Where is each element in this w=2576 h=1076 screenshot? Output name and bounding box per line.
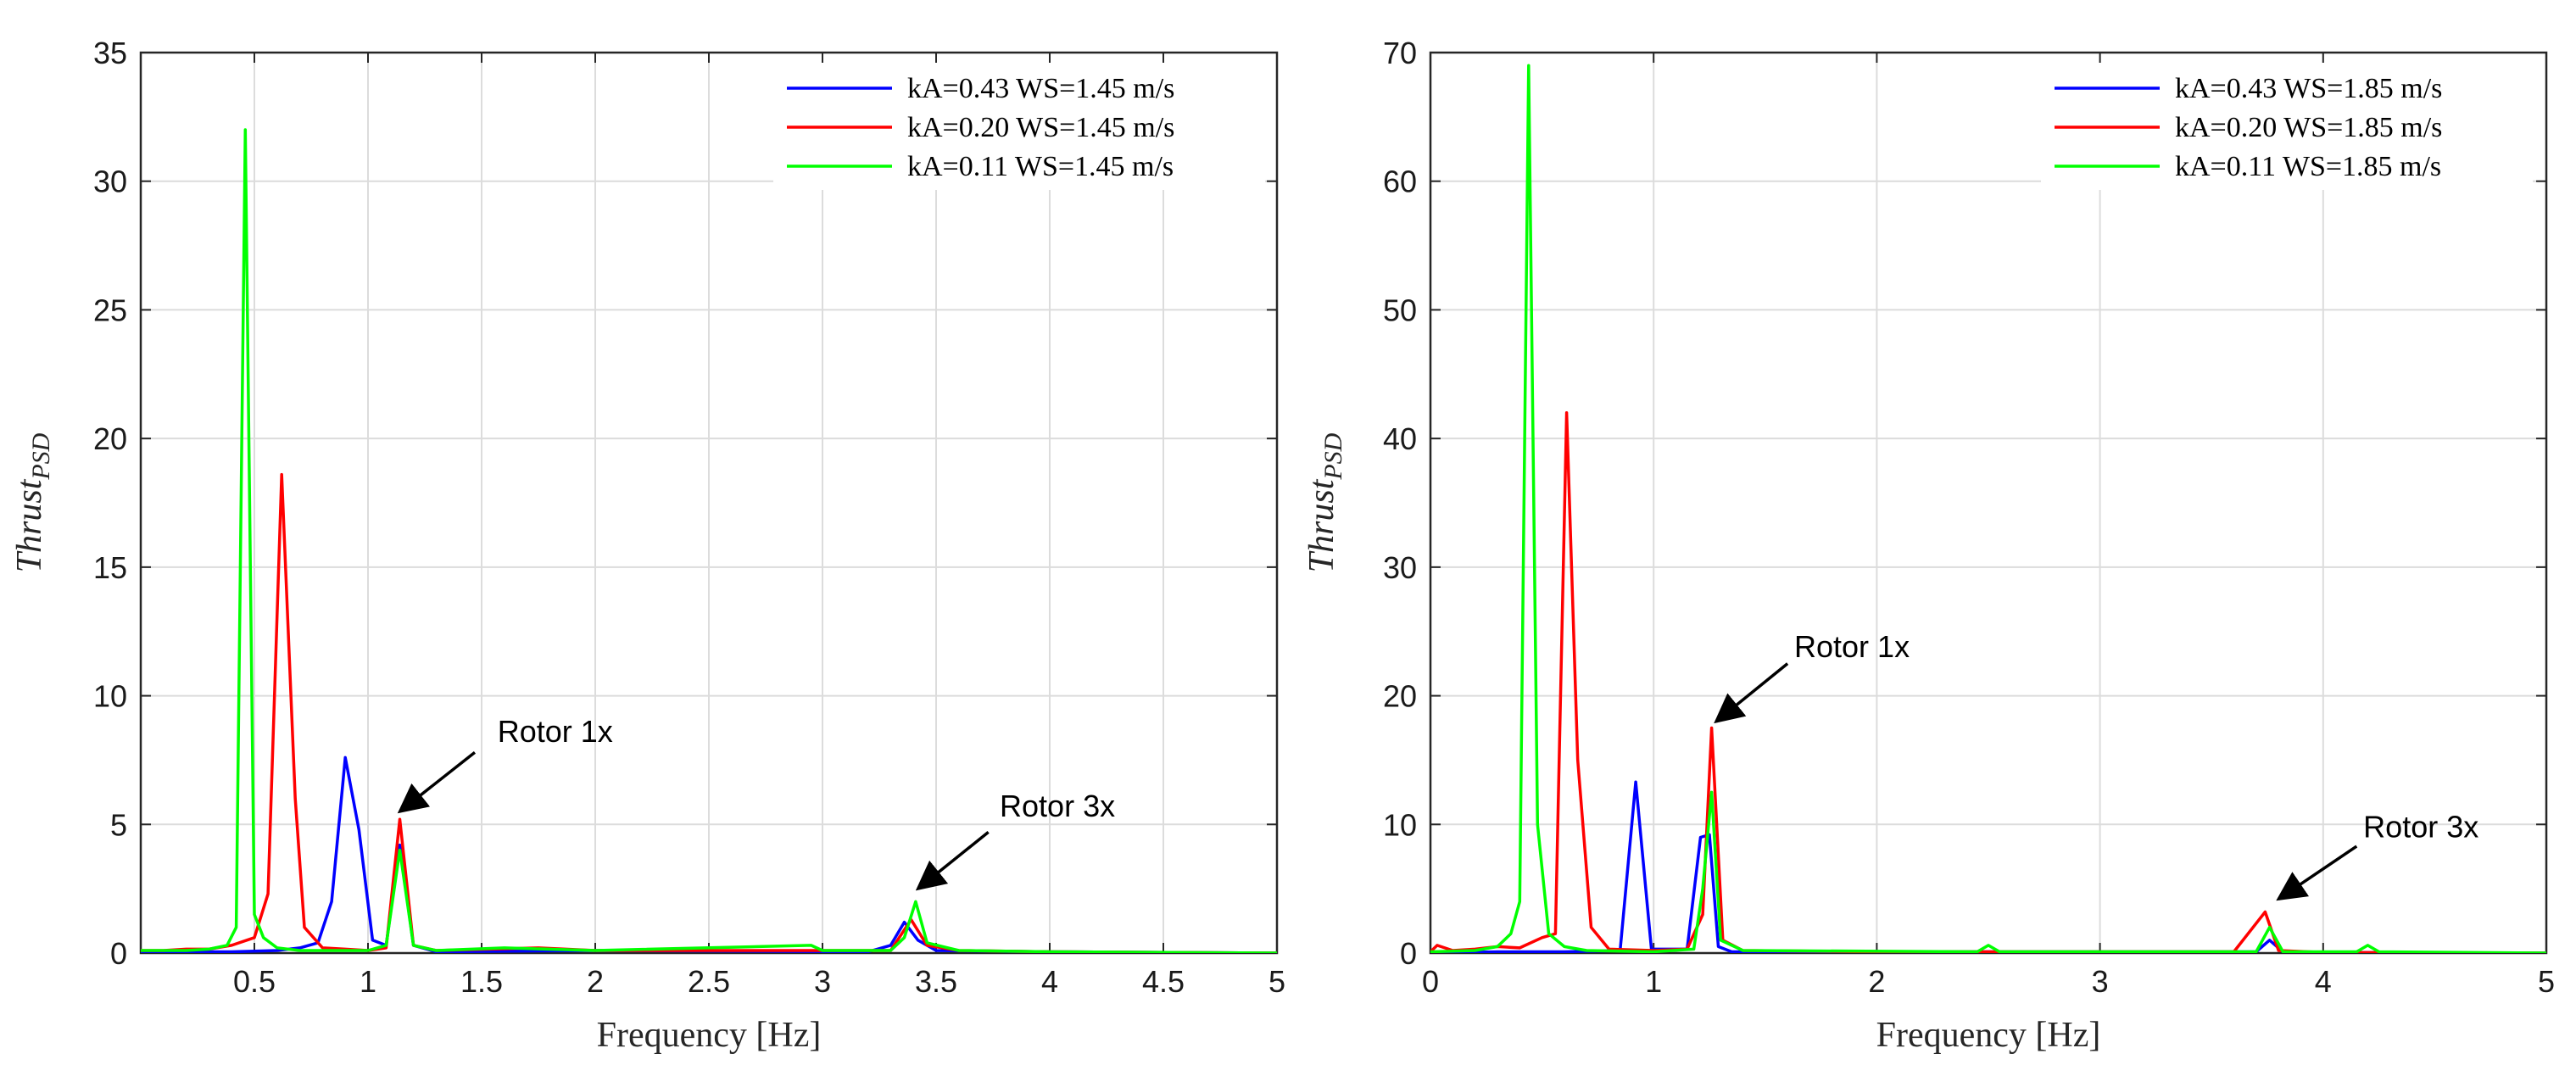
chart-1-y-tick-label: 20 [1383, 679, 1417, 714]
chart-0-x-tick-label: 4.5 [1142, 964, 1185, 999]
chart-1-x-tick-label: 1 [1645, 964, 1662, 999]
chart-0-x-tick-label: 4 [1041, 964, 1058, 999]
chart-0-x-tick-label: 2 [587, 964, 604, 999]
chart-1-x-tick-label: 0 [1422, 964, 1439, 999]
chart-1-x-tick-label: 3 [2092, 964, 2109, 999]
chart-0-x-tick-label: 3.5 [915, 964, 957, 999]
chart-1-legend-label-1: kA=0.20 WS=1.85 m/s [2175, 112, 2442, 143]
chart-0-y-tick-label: 30 [93, 164, 127, 199]
chart-0-annotation-arrow-1 [915, 831, 990, 891]
chart-1-y-tick-label: 30 [1383, 550, 1417, 585]
chart-1-y-tick-label: 50 [1383, 293, 1417, 327]
chart-0-y-axis-title-subscript: PSD [27, 432, 55, 480]
chart-0-legend-label-2: kA=0.11 WS=1.45 m/s [907, 151, 1174, 182]
chart-1-legend-label-0: kA=0.43 WS=1.85 m/s [2175, 73, 2442, 104]
chart-0-x-tick-label: 0.5 [233, 964, 276, 999]
chart-0-y-tick-label: 15 [93, 550, 127, 585]
chart-0-x-tick-label: 5 [1268, 964, 1285, 999]
chart-0-x-tick-label: 1.5 [460, 964, 503, 999]
chart-1-y-tick-label: 10 [1383, 807, 1417, 842]
chart-0-y-axis-title-main: Thrust [10, 478, 49, 572]
chart-1-y-axis-title-subscript: PSD [1319, 432, 1347, 480]
chart-1-series-line-2 [1430, 64, 2546, 953]
chart-0-annotation-label-1: Rotor 3x [1000, 789, 1115, 823]
chart-0-y-tick-label: 5 [110, 807, 127, 842]
chart-0-x-tick-label: 1 [360, 964, 376, 999]
chart-1-annotation-arrow-0 [1714, 662, 1789, 724]
chart-1-plot-area [1430, 53, 2546, 953]
chart-0-y-axis-title: ThrustPSD [10, 432, 55, 572]
chart-0-y-tick-label: 20 [93, 421, 127, 456]
chart-1-y-tick-label: 40 [1383, 421, 1417, 456]
chart-0-x-tick-label: 3 [814, 964, 831, 999]
chart-0-legend: kA=0.43 WS=1.45 m/s kA=0.20 WS=1.45 m/s kA… [773, 63, 1265, 190]
chart-1-x-tick-label: 5 [2538, 964, 2555, 999]
chart-0-legend-label-1: kA=0.20 WS=1.45 m/s [907, 112, 1174, 143]
chart-1-y-axis-title-main: Thrust [1302, 478, 1341, 572]
chart-1-annotation-label-0: Rotor 1x [1794, 629, 1910, 664]
chart-1-y-axis-title: ThrustPSD [1302, 432, 1347, 572]
chart-1-series-group [1430, 64, 2546, 953]
chart-1-x-tick-label: 2 [1868, 964, 1885, 999]
chart-1-x-tick-label: 4 [2315, 964, 2332, 999]
chart-0-y-tick-label: 35 [93, 36, 127, 70]
chart-0-y-tick-label: 10 [93, 679, 127, 714]
chart-1-legend-label-2: kA=0.11 WS=1.85 m/s [2175, 151, 2441, 182]
chart-0-series-line-2 [141, 128, 1277, 953]
chart-0-x-axis-title: Frequency [Hz] [597, 1016, 822, 1055]
chart-1-annotation-label-1: Rotor 3x [2363, 809, 2478, 844]
chart-1-y-tick-label: 60 [1383, 164, 1417, 199]
chart-1-legend: kA=0.43 WS=1.85 m/s kA=0.20 WS=1.85 m/s kA… [2041, 63, 2533, 190]
chart-0-annotation-arrow-0 [397, 750, 477, 814]
chart-1-y-tick-label: 0 [1400, 936, 1417, 971]
chart-0-legend-label-0: kA=0.43 WS=1.45 m/s [907, 73, 1174, 104]
chart-0-y-tick-label: 25 [93, 293, 127, 327]
chart-0-series-group [141, 128, 1277, 953]
chart-1-x-axis-title: Frequency [Hz] [1876, 1016, 2101, 1055]
chart-0-y-tick-label: 0 [110, 936, 127, 971]
chart-0-x-tick-label: 2.5 [688, 964, 730, 999]
left-psd-chart: 0.5 1 1.5 2 2.5 3 3.5 4 4.5 5 0 5 10 15 20 25 30 35 Freque… [10, 36, 1285, 1055]
chart-1-y-tick-label: 70 [1383, 36, 1417, 70]
chart-1-annotation-arrow-1 [2276, 845, 2358, 901]
chart-0-annotation-label-0: Rotor 1x [498, 714, 613, 749]
